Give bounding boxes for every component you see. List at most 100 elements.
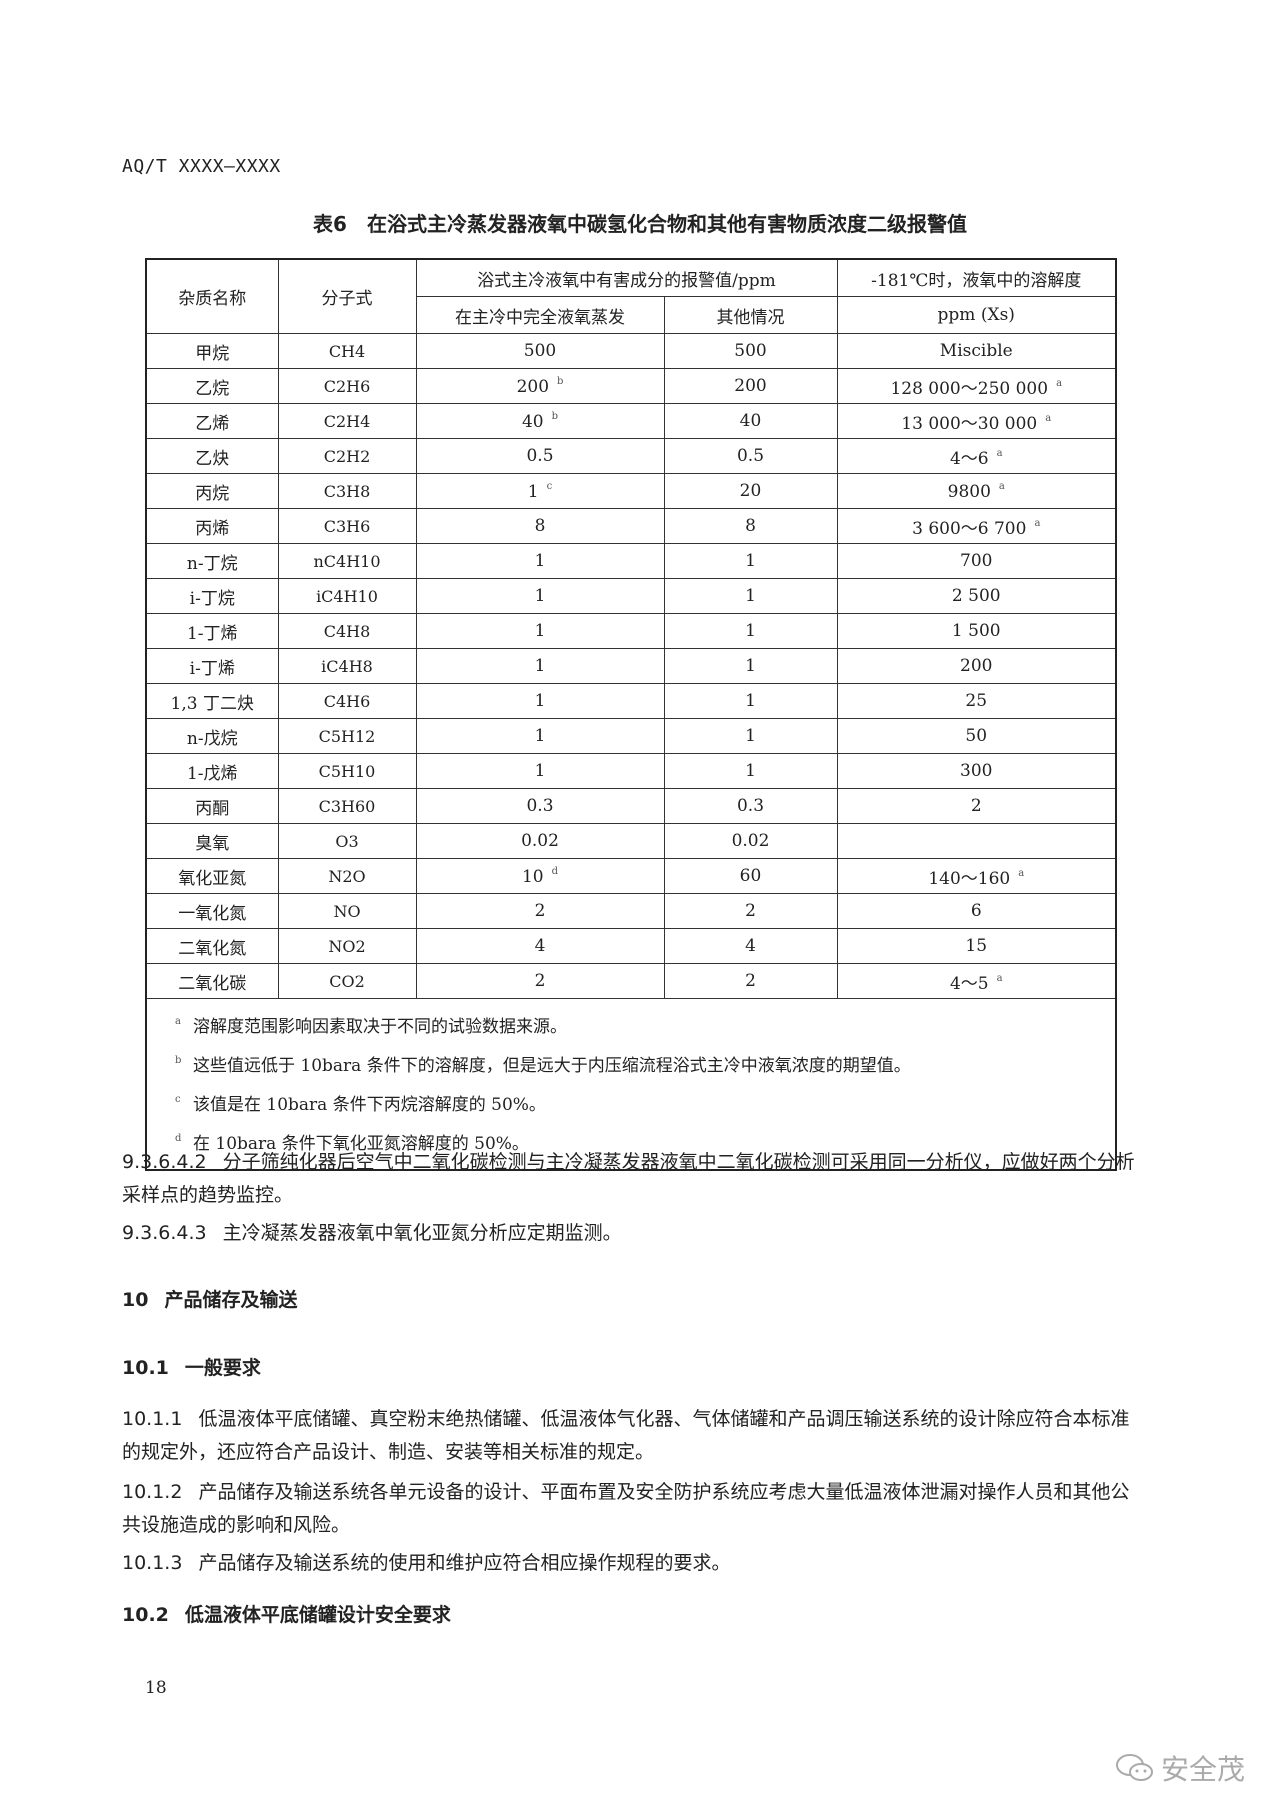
table-row: 丙烯 C3H6 8 8 3 600～6 700 a xyxy=(145,508,1117,544)
cell-value: 1 xyxy=(527,481,539,502)
cell-name: 二氧化氮 xyxy=(145,928,279,964)
cell-formula: CO2 xyxy=(277,963,417,999)
table-footnote: d 在 10bara 条件下氧化亚氮溶解度的 50%。 xyxy=(175,1122,1115,1161)
table-row: 二氧化氮 NO2 4 4 15 xyxy=(145,928,1117,964)
table-row: 1-戊烯 C5H10 1 1 300 xyxy=(145,753,1117,789)
section-number: 10.2 xyxy=(122,1604,169,1626)
table-header-row: 杂质名称 分子式 浴式主冷液氧中有害成分的报警值/ppm -181℃时，液氧中的… xyxy=(145,258,1117,334)
cell-formula: N2O xyxy=(277,858,417,894)
cell-value: 40 xyxy=(521,411,544,432)
cell-alarm-full: 500 xyxy=(415,333,665,369)
cell-alarm-full: 1 xyxy=(415,613,665,649)
clause-text: 产品储存及输送系统的使用和维护应符合相应操作规程的要求。 xyxy=(198,1552,731,1574)
footnote-mark: a xyxy=(1045,412,1052,424)
table-notes-row: a 溶解度范围影响因素取决于不同的试验数据来源。 b 这些值远低于 10bara 条件… xyxy=(145,998,1117,1171)
cell-value: 4 xyxy=(534,936,546,956)
cell-value: 9800 xyxy=(947,481,991,502)
cell-value: 200 xyxy=(516,376,550,397)
table-footnote: b 这些值远低于 10bara 条件下的溶解度，但是远大于内压缩流程浴式主冷中液氧… xyxy=(175,1044,1115,1083)
cell-formula: iC4H8 xyxy=(277,648,417,684)
footnote-mark: a xyxy=(1018,867,1025,879)
header-solubility-line2: ppm (Xs) xyxy=(836,296,1117,334)
cell-alarm-full: 1 xyxy=(415,543,665,579)
page-number: 18 xyxy=(145,1678,167,1698)
cell-solubility: 300 xyxy=(836,753,1117,789)
cell-solubility xyxy=(836,823,1117,859)
section-number: 10 xyxy=(122,1289,149,1311)
cell-alarm-other: 1 xyxy=(663,578,838,614)
clause-number: 10.1.3 xyxy=(122,1552,183,1574)
cell-alarm-other: 1 xyxy=(663,753,838,789)
footnote-mark: a xyxy=(1034,517,1041,529)
header-alarm-other: 其他情况 xyxy=(663,296,838,334)
footnote-mark: d xyxy=(175,1133,182,1144)
cell-solubility: 1 500 xyxy=(836,613,1117,649)
cell-alarm-full: 0.02 xyxy=(415,823,665,859)
cell-name: 一氧化氮 xyxy=(145,893,279,929)
section-heading-10-2: 10.2 低温液体平底储罐设计安全要求 xyxy=(122,1599,1137,1632)
cell-value: 4～5 xyxy=(949,973,989,994)
cell-alarm-other: 1 xyxy=(663,718,838,754)
cell-value: 6 xyxy=(970,901,982,921)
cell-value: 1 xyxy=(534,726,546,746)
section-title: 产品储存及输送 xyxy=(164,1289,298,1311)
cell-alarm-full: 1 xyxy=(415,683,665,719)
cell-alarm-full: 1 xyxy=(415,718,665,754)
alarm-values-table: 杂质名称 分子式 浴式主冷液氧中有害成分的报警值/ppm -181℃时，液氧中的… xyxy=(145,258,1117,1171)
table-row: 乙烯 C2H4 40 b 40 13 000～30 000 a xyxy=(145,403,1117,439)
cell-value: 2 xyxy=(534,971,546,991)
table-subheader-row: 在主冷中完全液氧蒸发 其他情况 ppm (Xs) xyxy=(146,296,1117,334)
cell-solubility: 4～5 a xyxy=(836,963,1117,999)
footnote-mark: a xyxy=(996,447,1003,459)
cell-value: 2 xyxy=(970,796,982,816)
table-row: 乙烷 C2H6 200 b 200 128 000～250 000 a xyxy=(145,368,1117,404)
cell-name: i-丁烷 xyxy=(145,578,279,614)
table-row: 1,3 丁二炔 C4H6 1 1 25 xyxy=(145,683,1117,719)
cell-solubility: 15 xyxy=(836,928,1117,964)
clause-10-1-3: 10.1.3 产品储存及输送系统的使用和维护应符合相应操作规程的要求。 xyxy=(122,1547,1137,1580)
cell-formula: C5H12 xyxy=(277,718,417,754)
cell-solubility: 700 xyxy=(836,543,1117,579)
footnote-mark: a xyxy=(175,1016,181,1027)
cell-alarm-full: 1 xyxy=(415,578,665,614)
watermark-text: 安全茂 xyxy=(1161,1753,1246,1786)
cell-value: 2 500 xyxy=(951,586,1001,606)
cell-value: 700 xyxy=(960,551,993,571)
clause-text: 产品储存及输送系统各单元设备的设计、平面布置及安全防护系统应考虑大量低温液体泄漏… xyxy=(122,1481,1130,1536)
footnote-mark: a xyxy=(1056,377,1063,389)
table-row: 丙酮 C3H60 0.3 0.3 2 xyxy=(145,788,1117,824)
footnote-mark: c xyxy=(546,480,553,492)
table-title: 表6 在浴式主冷蒸发器液氧中碳氢化合物和其他有害物质浓度二级报警值 xyxy=(313,212,967,236)
cell-value: 50 xyxy=(965,726,988,746)
cell-alarm-other: 1 xyxy=(663,648,838,684)
cell-name: 二氧化碳 xyxy=(145,963,279,999)
header-alarm-group: 浴式主冷液氧中有害成分的报警值/ppm xyxy=(415,258,838,297)
clause-text: 低温液体平底储罐、真空粉末绝热储罐、低温液体气化器、气体储罐和产品调压输送系统的… xyxy=(122,1408,1130,1463)
cell-alarm-full: 2 xyxy=(415,893,665,929)
cell-formula: NO2 xyxy=(277,928,417,964)
cell-alarm-other: 20 xyxy=(663,473,838,509)
cell-name: 氧化亚氮 xyxy=(145,858,279,894)
table-notes: a 溶解度范围影响因素取决于不同的试验数据来源。 b 这些值远低于 10bara 条件… xyxy=(145,998,1117,1171)
section-heading-10: 10 产品储存及输送 xyxy=(122,1284,1137,1317)
cell-value: 128 000～250 000 xyxy=(890,378,1049,399)
cell-alarm-other: 8 xyxy=(663,508,838,544)
cell-value: 2 xyxy=(534,901,546,921)
cell-value: 1 xyxy=(534,691,546,711)
cell-alarm-full: 0.3 xyxy=(415,788,665,824)
clause-9-3-6-4-2: 9.3.6.4.2 分子筛纯化器后空气中二氧化碳检测与主冷凝蒸发器液氧中二氧化碳检… xyxy=(122,1146,1137,1212)
cell-formula: C3H8 xyxy=(277,473,417,509)
clause-10-1-1: 10.1.1 低温液体平底储罐、真空粉末绝热储罐、低温液体气化器、气体储罐和产品调… xyxy=(122,1403,1137,1469)
watermark: 安全茂 xyxy=(1115,1748,1245,1788)
table-row: n-丁烷 nC4H10 1 1 700 xyxy=(145,543,1117,579)
cell-solubility: 200 xyxy=(836,648,1117,684)
cell-alarm-full: 10 d xyxy=(415,858,665,894)
cell-alarm-other: 1 xyxy=(663,613,838,649)
cell-alarm-other: 2 xyxy=(663,963,838,999)
footnote-mark: b xyxy=(551,410,559,422)
cell-value: 1 xyxy=(534,586,546,606)
cell-solubility: 2 500 xyxy=(836,578,1117,614)
cell-solubility: 50 xyxy=(836,718,1117,754)
cell-value: 1 xyxy=(534,551,546,571)
clause-number: 10.1.2 xyxy=(122,1481,183,1503)
